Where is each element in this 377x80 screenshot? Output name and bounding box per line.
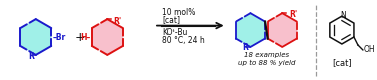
Text: 80 °C, 24 h: 80 °C, 24 h (162, 36, 205, 44)
Polygon shape (330, 16, 354, 44)
Text: up to 88 % yield: up to 88 % yield (238, 60, 295, 66)
Text: R: R (242, 43, 248, 52)
Polygon shape (268, 13, 297, 47)
Text: 10 mol%: 10 mol% (162, 8, 195, 17)
Text: R': R' (113, 17, 121, 26)
Text: [cat]: [cat] (162, 16, 180, 25)
Text: +: + (74, 30, 85, 44)
Text: R: R (28, 52, 34, 61)
Text: –Br: –Br (52, 32, 66, 42)
Text: KOᵗ-Bu: KOᵗ-Bu (162, 28, 187, 37)
Text: R': R' (289, 10, 297, 19)
Text: H–: H– (81, 32, 91, 42)
Text: OH: OH (364, 45, 375, 54)
Text: 18 examples: 18 examples (244, 52, 289, 58)
Text: N: N (340, 11, 346, 20)
Polygon shape (20, 19, 51, 55)
Polygon shape (92, 19, 123, 55)
Polygon shape (236, 13, 265, 47)
Text: [cat]: [cat] (332, 58, 352, 67)
